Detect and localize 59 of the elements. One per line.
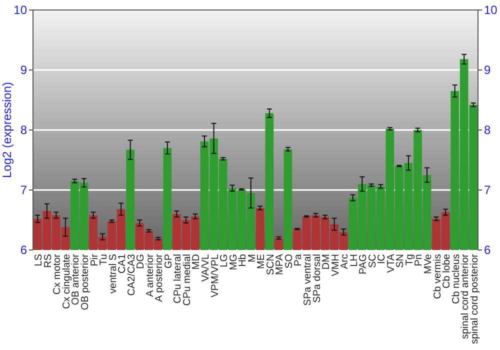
x-tick-label: LH: [348, 254, 360, 267]
y2-tick-label: 8: [484, 123, 491, 138]
x-tick-label: Pa: [293, 254, 304, 266]
x-tick-label: spinal cord posterior: [469, 253, 480, 344]
x-tick-label: MG: [228, 254, 240, 270]
x-tick-label: Tg: [404, 254, 416, 266]
x-tick-label: Pn: [414, 254, 425, 266]
x-tick-label: Pir: [89, 253, 100, 266]
x-tick-label: OB anterior: [70, 253, 82, 306]
y-tick-label: 6: [20, 243, 28, 258]
x-tick-label: CA1: [117, 254, 128, 274]
x-tick-label: MPA: [274, 254, 286, 275]
x-tick-label: LS: [34, 254, 45, 266]
x-tick-label: Cb lobe: [442, 254, 453, 288]
x-tick-label: MD: [191, 254, 202, 270]
x-tick-label: A posterior: [154, 253, 166, 302]
x-tick-label: Tu: [98, 254, 110, 266]
y-tick-label: 10: [14, 3, 28, 18]
x-tick-label: SC: [367, 254, 378, 268]
x-tick-label: DM: [321, 254, 332, 270]
x-tick-label: LG: [219, 254, 230, 268]
x-tick-label: ventral S: [108, 254, 119, 294]
x-tick-label: MVe: [423, 254, 434, 274]
x-tick-label: VA/VL: [200, 254, 212, 282]
x-tick-label: Cb vermis: [432, 254, 444, 300]
x-tick-label: Cx cingulate: [61, 254, 72, 310]
x-tick-label: VMH: [330, 254, 342, 276]
y-axis-title: Log2 (expression): [0, 82, 14, 178]
x-tick-label: OB posterior: [80, 253, 91, 310]
x-tick-label: PAG: [358, 254, 370, 274]
x-tick-label: SO: [284, 254, 295, 268]
x-tick-label: CPu lateral: [172, 254, 184, 304]
x-tick-label: IC: [376, 254, 388, 264]
x-tick-label: SPa dorsal: [312, 254, 323, 303]
x-tick-label: CPu medial: [182, 254, 193, 306]
x-tick-label: VPM/VPL: [210, 254, 221, 298]
x-tick-label: CA2/CA3: [126, 254, 138, 296]
x-tick-label: ME: [256, 254, 268, 269]
x-tick-label: Hb: [238, 254, 249, 267]
x-tick-label: SN: [395, 254, 406, 268]
x-tick-label: M: [246, 254, 258, 262]
y2-tick-label: 7: [484, 183, 491, 198]
y2-tick-label: 6: [484, 243, 491, 258]
y-tick-label: 7: [20, 183, 28, 198]
x-tick-label: RS: [42, 254, 54, 268]
x-tick-label: SCN: [265, 254, 276, 276]
x-tick-label: Cb nucleus: [450, 254, 462, 304]
x-tick-label: spinal cord anterior: [460, 253, 472, 340]
x-tick-label: Arc: [340, 254, 351, 269]
x-tick-label: SPa ventral: [302, 254, 314, 306]
y2-tick-label: 9: [484, 63, 491, 78]
x-tick-label: VTA: [386, 254, 397, 273]
x-tick-label: A anterior: [144, 253, 156, 297]
x-tick-label: Cx motor: [52, 253, 64, 295]
x-tick-label: GP: [163, 254, 174, 268]
y-tick-label: 8: [20, 123, 28, 138]
y2-tick-label: 10: [484, 3, 498, 18]
y-tick-label: 9: [20, 63, 28, 78]
x-tick-label: DG: [136, 254, 147, 269]
